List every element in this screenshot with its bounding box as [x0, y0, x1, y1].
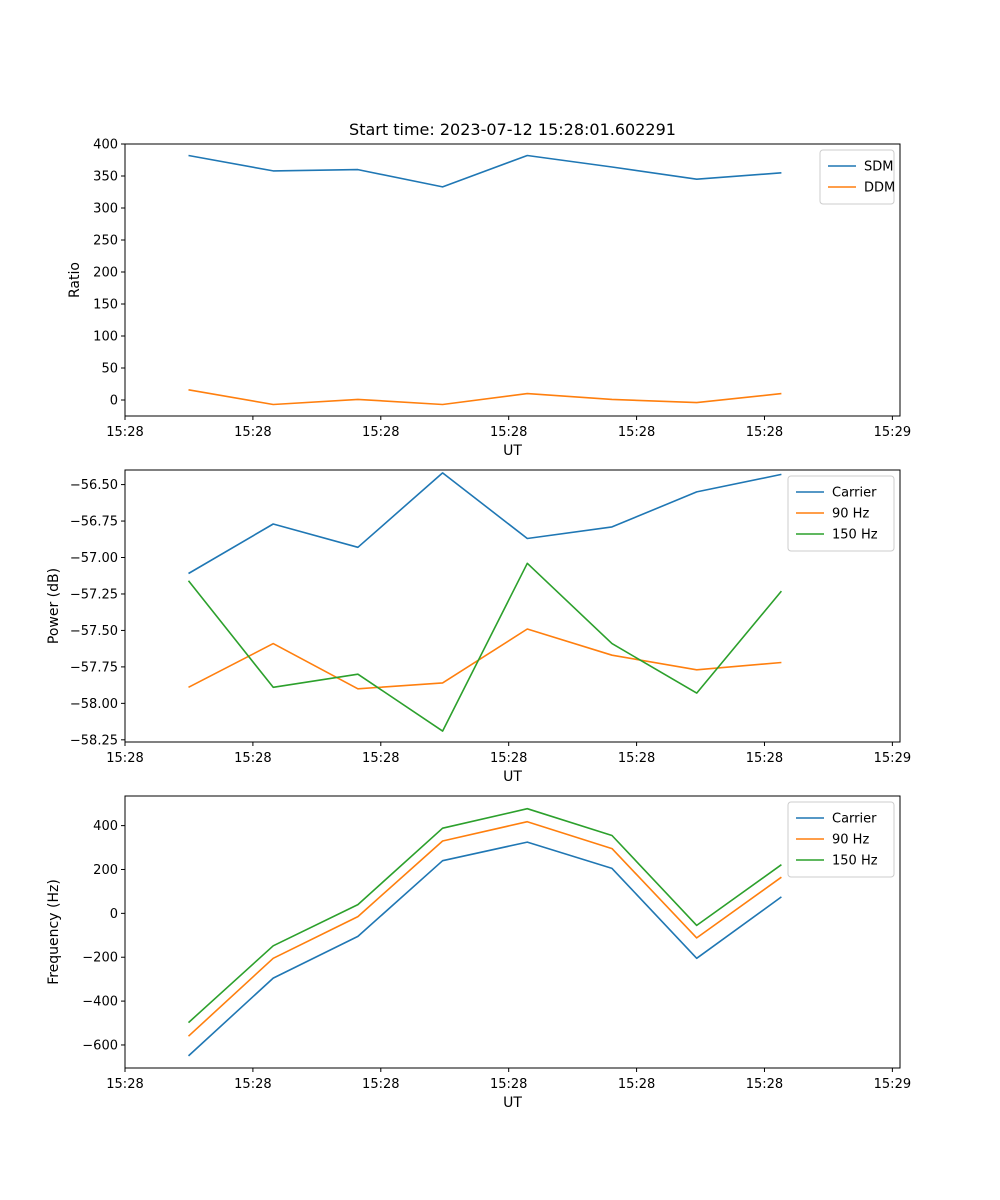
legend-label: Carrier: [832, 812, 877, 827]
legend-label: 90 Hz: [832, 507, 869, 522]
series-line-150-hz: [187, 562, 783, 732]
y-tick-label: −58.00: [70, 697, 118, 712]
series-line-ddm: [188, 389, 782, 406]
y-tick-label: −400: [82, 995, 118, 1010]
y-tick-label: −58.25: [70, 733, 118, 748]
legend-label: 150 Hz: [832, 528, 878, 543]
x-tick-label: 15:28: [234, 751, 271, 766]
y-tick-label: 400: [93, 819, 118, 834]
series-line-carrier: [188, 472, 782, 575]
y-tick-label: −200: [82, 951, 118, 966]
x-tick-label: 15:28: [106, 425, 143, 440]
y-tick-label: 50: [101, 362, 118, 377]
x-tick-label: 15:29: [874, 751, 911, 766]
x-axis-label: UT: [503, 769, 522, 785]
legend-box: [819, 149, 895, 205]
series-line-sdm: [188, 154, 782, 188]
x-tick-label: 15:28: [106, 751, 143, 766]
y-tick-label: −57.25: [70, 587, 118, 602]
axes-frame: [124, 469, 901, 743]
y-tick-label: −57.75: [70, 660, 118, 675]
axes-frame: [124, 143, 901, 417]
x-tick-label: 15:28: [490, 1077, 527, 1092]
x-tick-label: 15:28: [746, 425, 783, 440]
y-tick-label: 200: [93, 266, 118, 281]
x-tick-label: 15:28: [746, 1077, 783, 1092]
legend: SDM DDM: [819, 149, 895, 205]
x-tick-label: 15:28: [618, 1077, 655, 1092]
chart-title: Start time: 2023-07-12 15:28:01.602291: [349, 120, 676, 139]
x-tick-label: 15:28: [362, 425, 399, 440]
y-axis-label: Ratio: [67, 262, 83, 298]
y-tick-label: −56.50: [70, 478, 118, 493]
y-tick-label: 150: [93, 298, 118, 313]
chart-panel-2: −58.25 −58.00 −57.75 −57.50 −57.25 −57.00 −56.…: [46, 469, 911, 785]
y-tick-label: 400: [93, 138, 118, 153]
y-tick-label: −600: [82, 1038, 118, 1053]
legend-box: [787, 475, 895, 552]
x-tick-label: 15:29: [874, 1077, 911, 1092]
x-tick-label: 15:28: [618, 751, 655, 766]
y-tick-label: 0: [110, 907, 118, 922]
legend-label: DDM: [864, 181, 895, 196]
axes-frame: [124, 795, 901, 1069]
y-axis-label: Power (dB): [46, 568, 62, 644]
y-tick-label: −56.75: [70, 515, 118, 530]
x-axis-label: UT: [503, 443, 522, 459]
chart-panel-1: 0 50 100 150 200 250 300 350 400 15:28 15:28 15:28 1…: [67, 120, 911, 459]
y-tick-label: 300: [93, 202, 118, 217]
x-tick-label: 15:28: [362, 751, 399, 766]
y-tick-label: 100: [93, 330, 118, 345]
y-tick-label: −57.00: [70, 551, 118, 566]
legend-label: 90 Hz: [832, 833, 869, 848]
x-tick-label: 15:28: [106, 1077, 143, 1092]
x-tick-label: 15:28: [490, 425, 527, 440]
x-tick-label: 15:28: [746, 751, 783, 766]
x-tick-label: 15:28: [490, 751, 527, 766]
series-line-150-hz: [187, 807, 782, 1024]
series-line-carrier: [187, 841, 782, 1057]
legend-label: SDM: [864, 160, 893, 175]
series-line-90-hz: [188, 628, 782, 690]
legend: Carrier 90 Hz 150 Hz: [787, 801, 895, 878]
legend-label: 150 Hz: [832, 854, 878, 869]
y-axis-label: Frequency (Hz): [46, 879, 62, 985]
y-tick-label: 350: [93, 170, 118, 185]
chart-panel-3: −600 −400 −200 0 200 400 15:28 15:28 15:28 15:28 1…: [46, 795, 911, 1111]
x-tick-label: 15:28: [234, 1077, 271, 1092]
x-tick-label: 15:28: [618, 425, 655, 440]
y-tick-label: −57.50: [70, 624, 118, 639]
y-tick-label: 0: [110, 394, 118, 409]
series-line-90-hz: [187, 820, 782, 1037]
x-tick-label: 15:29: [874, 425, 911, 440]
x-axis-label: UT: [503, 1095, 522, 1111]
y-tick-label: 200: [93, 863, 118, 878]
legend: Carrier 90 Hz 150 Hz: [787, 475, 895, 552]
legend-label: Carrier: [832, 486, 877, 501]
x-tick-label: 15:28: [234, 425, 271, 440]
y-tick-label: 250: [93, 234, 118, 249]
x-tick-label: 15:28: [362, 1077, 399, 1092]
legend-box: [787, 801, 895, 878]
